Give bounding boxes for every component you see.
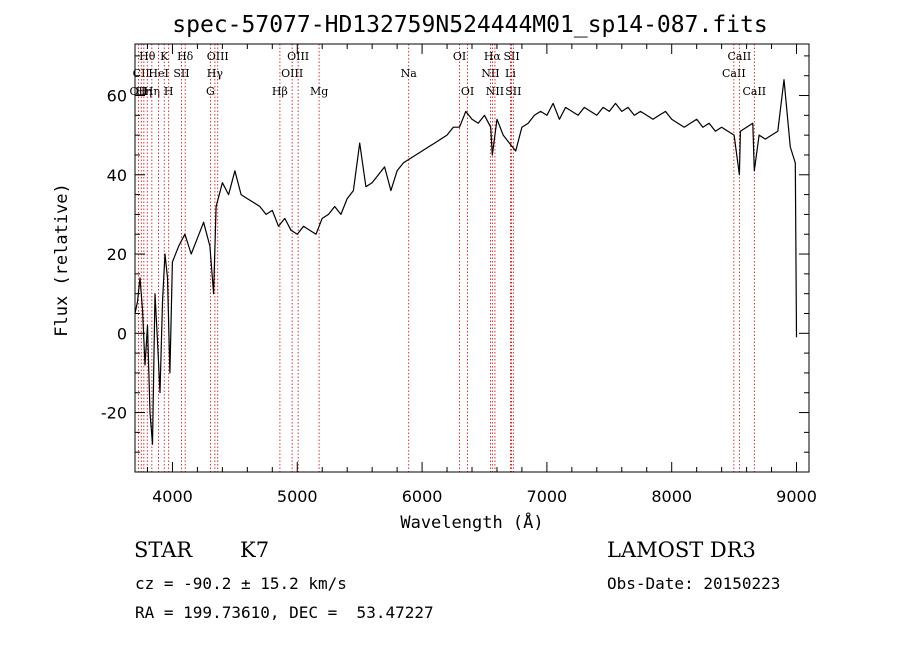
chart-title: spec-57077-HD132759N524444M01_sp14-087.f… bbox=[172, 12, 767, 38]
line-label: HeI bbox=[148, 67, 168, 80]
line-label: OIII bbox=[207, 50, 229, 63]
line-label: SII bbox=[503, 50, 519, 63]
line-label: CII bbox=[133, 67, 150, 80]
x-tick-label: 9000 bbox=[776, 487, 817, 506]
line-label: Li bbox=[505, 67, 516, 80]
x-tick-label: 6000 bbox=[402, 487, 443, 506]
observation-date: Obs-Date: 20150223 bbox=[607, 574, 781, 593]
x-tick-label: 7000 bbox=[527, 487, 568, 506]
line-label: Na bbox=[401, 67, 418, 80]
axis-ticks: 4000 5000 6000 7000 8000 9000 -20 0 20 40 60 bbox=[101, 44, 817, 506]
line-label: Hη bbox=[136, 85, 152, 98]
ra-dec-coordinates: RA = 199.73610, DEC = 53.47227 bbox=[135, 603, 434, 622]
y-tick-label: 0 bbox=[117, 324, 127, 343]
line-label: Hβ bbox=[272, 85, 288, 98]
line-label: OIII bbox=[287, 50, 309, 63]
y-tick-label: 20 bbox=[107, 245, 127, 264]
line-label: OI bbox=[453, 50, 466, 63]
y-tick-label: 40 bbox=[107, 166, 127, 185]
spectrum-line bbox=[134, 79, 798, 445]
line-label: Hδ bbox=[177, 50, 194, 63]
survey-name: LAMOST DR3 bbox=[607, 538, 756, 562]
object-subclass: K7 bbox=[240, 538, 270, 562]
object-class: STAR bbox=[134, 538, 193, 562]
x-axis-label: Wavelength (Å) bbox=[400, 511, 543, 533]
line-label: SII bbox=[505, 85, 521, 98]
line-label: CaII bbox=[722, 67, 746, 80]
line-label: OII bbox=[130, 85, 148, 98]
y-axis-label: Flux (relative) bbox=[52, 183, 72, 337]
line-label: Hγ bbox=[207, 67, 224, 80]
y-tick-label: 60 bbox=[107, 87, 127, 106]
x-tick-label: 8000 bbox=[651, 487, 692, 506]
line-label: Hη bbox=[144, 85, 160, 98]
line-label: Hθ bbox=[139, 50, 156, 63]
line-label: G bbox=[206, 85, 215, 98]
spectral-line-markers: OII CII Hη Hθ Hη HeI K H SII Hδ G Hγ OIII Hβ OIII OIII M… bbox=[130, 44, 766, 472]
line-label: SII bbox=[173, 67, 189, 80]
line-label: Hα bbox=[484, 50, 502, 63]
plot-frame bbox=[134, 43, 810, 473]
x-tick-label: 5000 bbox=[277, 487, 318, 506]
redshift-velocity: cz = -90.2 ± 15.2 km/s bbox=[135, 574, 347, 593]
line-label: OIII bbox=[281, 67, 303, 80]
line-label: CaII bbox=[742, 85, 766, 98]
line-label: K bbox=[160, 50, 169, 63]
line-label: CaII bbox=[728, 50, 752, 63]
y-tick-label: -20 bbox=[101, 404, 127, 423]
line-label: NII bbox=[486, 85, 504, 98]
x-tick-label: 4000 bbox=[152, 487, 193, 506]
line-label: OI bbox=[461, 85, 474, 98]
line-label: H bbox=[164, 85, 174, 98]
line-label: Mg bbox=[310, 85, 328, 98]
line-label: NII bbox=[481, 67, 499, 80]
